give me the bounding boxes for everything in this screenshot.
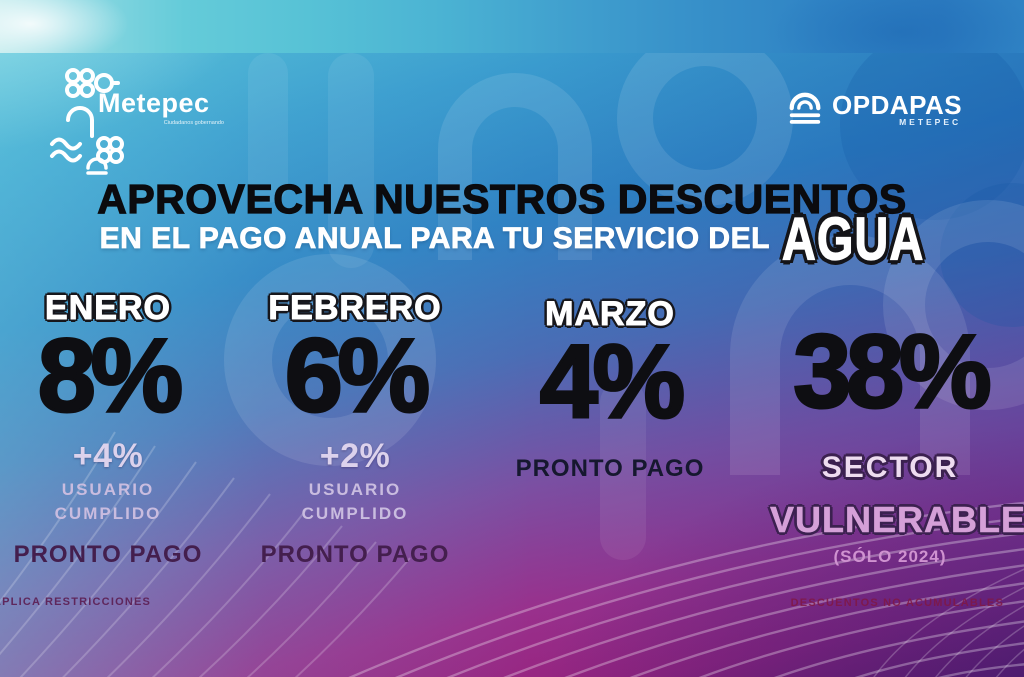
main-title: APROVECHA NUESTROS DESCUENTOS xyxy=(97,175,907,222)
discount-column-sector-vulnerable: 38% SECTOR VULNERABLE (SÓLO 2024) xyxy=(770,292,1024,567)
opdapas-logo-text: OPDAPAS METEPEC xyxy=(832,90,963,127)
subtitle: EN EL PAGO ANUAL PARA TU SERVICIO DEL AG… xyxy=(0,203,1024,272)
opdapas-logo-name: OPDAPAS xyxy=(832,90,963,120)
sector-label-line2: VULNERABLE xyxy=(770,499,1024,540)
discount-column-marzo: MARZO 4% PRONTO PAGO xyxy=(503,296,717,483)
discount-column-febrero: FEBRERO 6% +2% USUARIO CUMPLIDO PRONTO P… xyxy=(248,290,462,569)
footnote-right: DESCUENTOS NO ACUMULABLES xyxy=(790,597,1004,609)
footnote-left: APLICA RESTRICCIONES xyxy=(0,596,152,608)
month-label: ENERO xyxy=(45,289,171,327)
metepec-logo: Metepec Ciudadanos gobernando xyxy=(46,60,266,175)
condition-label: PRONTO PAGO xyxy=(260,541,450,568)
sector-label-line1: SECTOR xyxy=(821,451,959,484)
opdapas-logo: OPDAPAS METEPEC xyxy=(786,92,966,134)
sector-note: (SÓLO 2024) xyxy=(833,547,947,566)
discount-percent: 38% xyxy=(792,314,993,430)
condition-label: PRONTO PAGO xyxy=(515,455,705,482)
metepec-logo-icon xyxy=(50,68,124,175)
opdapas-logo-location: METEPEC xyxy=(899,117,962,127)
bonus-detail-line2: CUMPLIDO xyxy=(54,504,162,523)
month-label: FEBRERO xyxy=(268,289,442,327)
letterbox-blur-band xyxy=(0,0,1024,53)
bonus-percent: +2% xyxy=(319,437,391,475)
bonus-detail-line2: CUMPLIDO xyxy=(301,504,409,523)
discount-percent: 6% xyxy=(283,318,431,434)
subtitle-text: EN EL PAGO ANUAL PARA TU SERVICIO DEL xyxy=(99,222,770,256)
month-label: MARZO xyxy=(545,295,675,333)
metepec-logo-name: Metepec xyxy=(98,88,210,118)
agua-highlight: AGUA xyxy=(781,203,925,272)
bonus-detail-line1: USUARIO xyxy=(61,480,155,499)
condition-label: PRONTO PAGO xyxy=(13,541,203,568)
bonus-detail-line1: USUARIO xyxy=(308,480,402,499)
bonus-percent: +4% xyxy=(72,437,144,475)
discount-column-enero: ENERO 8% +4% USUARIO CUMPLIDO PRONTO PAG… xyxy=(8,290,208,569)
discount-percent: 4% xyxy=(538,324,686,440)
water-arch-icon xyxy=(789,92,821,124)
discount-percent: 8% xyxy=(36,318,184,434)
metepec-logo-tagline: Ciudadanos gobernando xyxy=(163,120,224,126)
